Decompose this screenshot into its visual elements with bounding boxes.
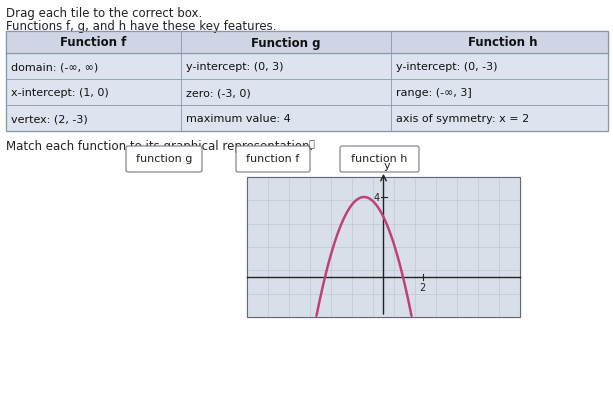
FancyBboxPatch shape (340, 147, 419, 173)
Text: range: (-∞, 3]: range: (-∞, 3] (396, 88, 472, 98)
Text: y-intercept: (0, -3): y-intercept: (0, -3) (396, 62, 498, 72)
Text: Match each function to its graphical representation.: Match each function to its graphical rep… (6, 140, 313, 153)
Text: function h: function h (351, 153, 408, 164)
Bar (247, 177, 520, 317)
Text: Functions f, g, and h have these key features.: Functions f, g, and h have these key fea… (6, 20, 276, 33)
Text: 2: 2 (419, 282, 425, 292)
Text: 👆: 👆 (309, 138, 315, 148)
Text: 4: 4 (373, 192, 379, 202)
Text: axis of symmetry: x = 2: axis of symmetry: x = 2 (396, 114, 529, 124)
Text: function g: function g (136, 153, 192, 164)
Text: y-intercept: (0, 3): y-intercept: (0, 3) (186, 62, 283, 72)
Bar (6, 32, 608, 54)
Text: Function f: Function f (60, 36, 127, 49)
FancyBboxPatch shape (126, 147, 202, 173)
Text: maximum value: 4: maximum value: 4 (186, 114, 291, 124)
FancyBboxPatch shape (236, 147, 310, 173)
Text: domain: (-∞, ∞): domain: (-∞, ∞) (11, 62, 98, 72)
Bar (6, 32, 608, 132)
Text: Drag each tile to the correct box.: Drag each tile to the correct box. (6, 7, 202, 20)
Bar (6, 32, 608, 132)
Text: Function g: Function g (251, 36, 321, 49)
Bar (247, 177, 520, 317)
Text: vertex: (2, -3): vertex: (2, -3) (11, 114, 88, 124)
Text: zero: (-3, 0): zero: (-3, 0) (186, 88, 251, 98)
Text: function f: function f (246, 153, 300, 164)
Text: x-intercept: (1, 0): x-intercept: (1, 0) (11, 88, 109, 98)
Text: y: y (383, 161, 390, 171)
Text: Function h: Function h (468, 36, 537, 49)
